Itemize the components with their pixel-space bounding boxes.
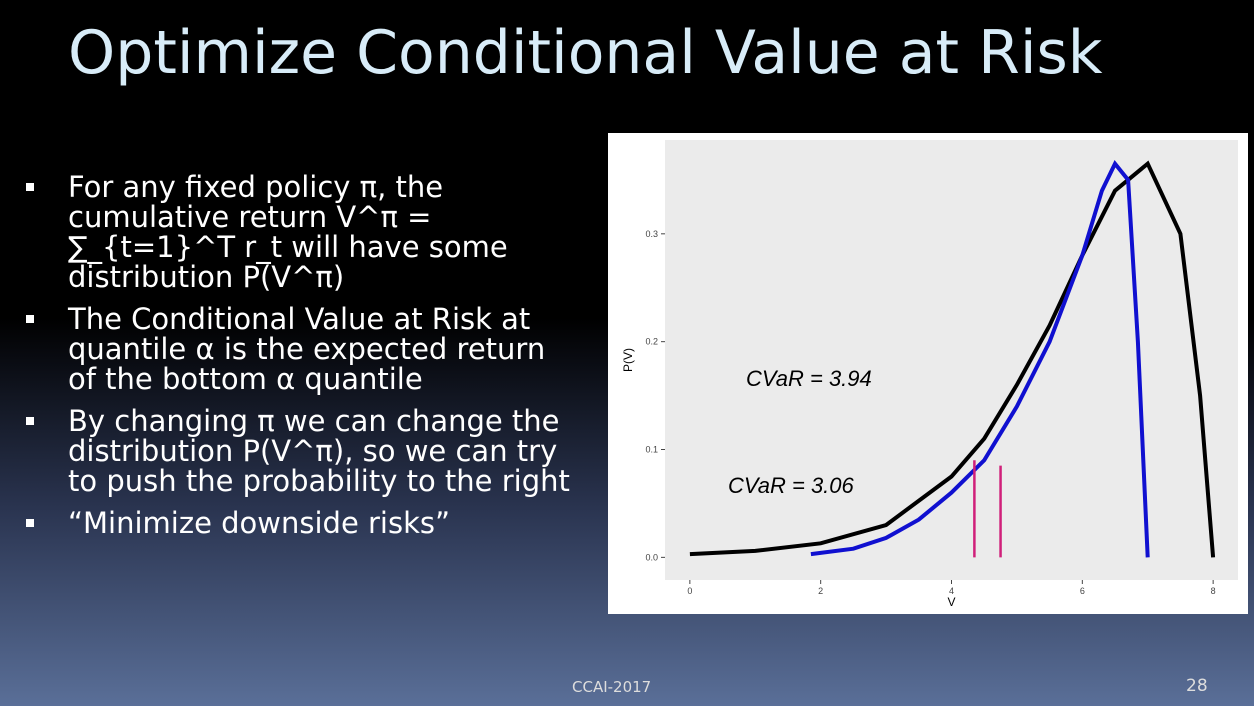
- x-tick-label: 4: [949, 586, 954, 596]
- bullet-list: For any fixed policy π, the cumulative r…: [22, 172, 582, 550]
- bullet: For any fixed policy π, the cumulative r…: [22, 172, 582, 292]
- x-axis-label: V: [947, 595, 955, 609]
- plot-panel: [665, 140, 1238, 580]
- footer: CCAI-2017: [572, 678, 652, 696]
- y-tick-label: 0.0: [645, 552, 658, 562]
- curve: [810, 159, 1150, 558]
- x-tick-label: 0: [687, 586, 692, 596]
- annotation: CVaR = 3.06: [728, 473, 855, 498]
- y-axis-label: P(V): [621, 348, 635, 372]
- bullet: The Conditional Value at Risk at quantil…: [22, 304, 582, 394]
- y-tick-label: 0.2: [645, 337, 658, 347]
- bullet: By changing π we can change the distribu…: [22, 406, 582, 496]
- curve: [689, 160, 1216, 558]
- x-tick-label: 2: [818, 586, 823, 596]
- slide-title: Optimize Conditional Value at Risk: [68, 18, 1103, 88]
- x-tick-label: 8: [1211, 586, 1216, 596]
- y-tick-label: 0.3: [645, 229, 658, 239]
- annotation: CVaR = 3.94: [746, 366, 872, 391]
- chart: 0.0 0.1 0.2 0.3 0 2 4 6 8 V P(V) CVaR = 3.94 CVaR = …: [608, 133, 1248, 614]
- page-number: 28: [1186, 676, 1208, 696]
- y-tick-label: 0.1: [645, 445, 658, 455]
- x-tick-label: 6: [1080, 586, 1085, 596]
- bullet: “Minimize downside risks”: [22, 508, 582, 538]
